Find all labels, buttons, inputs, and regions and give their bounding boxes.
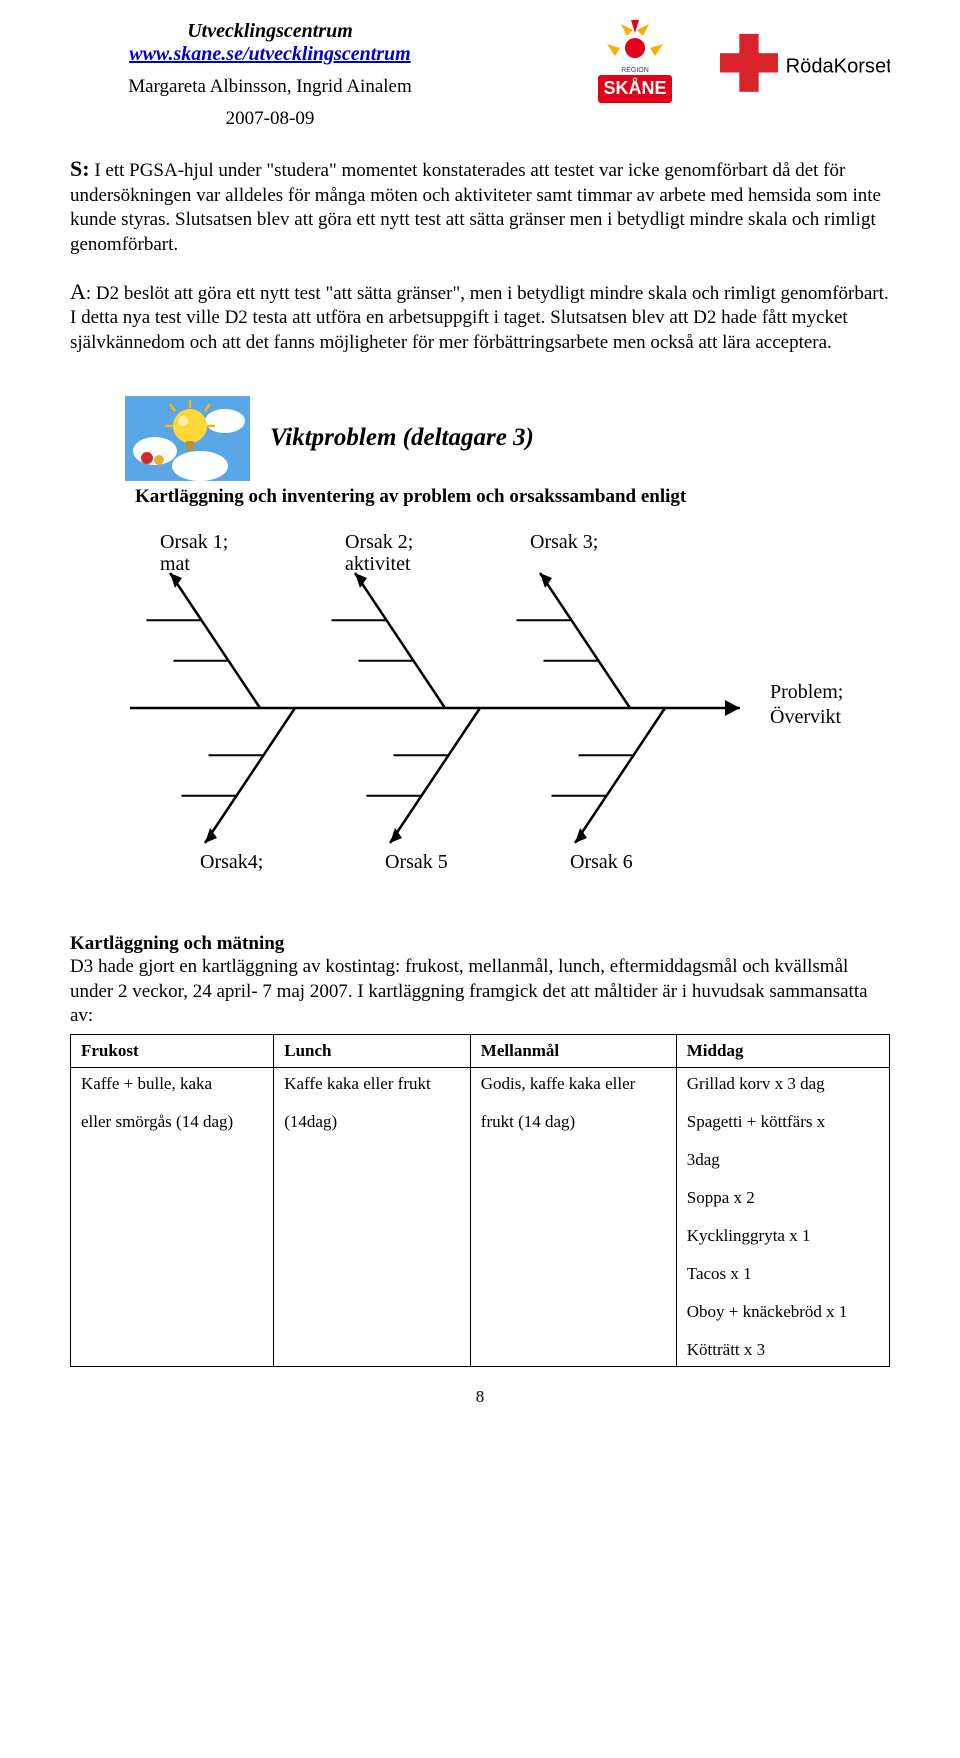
table-cell: Kaffe kaka eller frukt (14dag) xyxy=(274,1067,471,1366)
section-title-row: Viktproblem (deltagare 3) xyxy=(70,396,890,481)
section-title: Viktproblem (deltagare 3) xyxy=(270,424,534,452)
cell-line: Kycklinggryta x 1 xyxy=(687,1226,879,1246)
th-lunch: Lunch xyxy=(274,1034,471,1067)
org-link: www.skane.se/utvecklingscentrum xyxy=(70,43,470,66)
table-header-row: Frukost Lunch Mellanmål Middag xyxy=(71,1034,890,1067)
s-text: I ett PGSA-hjul under "studera" momentet… xyxy=(70,160,881,255)
th-frukost: Frukost xyxy=(71,1034,274,1067)
meals-table: Frukost Lunch Mellanmål Middag Kaffe + b… xyxy=(70,1034,890,1367)
table-cell: Godis, kaffe kaka eller frukt (14 dag) xyxy=(470,1067,676,1366)
idea-icon xyxy=(125,396,250,481)
header-logos: SKÅNE REGION RödaKorset xyxy=(580,20,890,110)
cell-line: Soppa x 2 xyxy=(687,1188,879,1208)
page-number: 8 xyxy=(70,1387,890,1407)
svg-text:RödaKorset: RödaKorset xyxy=(786,56,890,78)
svg-text:Orsak 2;: Orsak 2; xyxy=(345,531,413,553)
a-text: : D2 beslöt att göra ett nytt test "att … xyxy=(70,283,889,353)
svg-text:mat: mat xyxy=(160,553,190,575)
cell-line: Kötträtt x 3 xyxy=(687,1340,879,1360)
cell-line: Kaffe kaka eller frukt xyxy=(284,1074,460,1094)
org-title: Utvecklingscentrum xyxy=(70,20,470,43)
authors: Margareta Albinsson, Ingrid Ainalem xyxy=(70,76,470,98)
header-text-block: Utvecklingscentrum www.skane.se/utveckli… xyxy=(70,20,470,130)
s-prefix: S: xyxy=(70,156,90,181)
cell-line: Grillad korv x 3 dag xyxy=(687,1074,879,1094)
cell-line: (14dag) xyxy=(284,1112,460,1132)
problem-sub: Övervikt xyxy=(770,705,842,728)
cell-line: Godis, kaffe kaka eller xyxy=(481,1074,666,1094)
kartlaggning-body: D3 hade gjort en kartläggning av kostint… xyxy=(70,955,890,1029)
page-header: Utvecklingscentrum www.skane.se/utveckli… xyxy=(70,20,890,130)
table-cell: Grillad korv x 3 dag Spagetti + köttfärs … xyxy=(676,1067,889,1366)
a-prefix: A xyxy=(70,279,86,304)
date: 2007-08-09 xyxy=(70,108,470,130)
cell-line: Oboy + knäckebröd x 1 xyxy=(687,1302,879,1322)
problem-label: Problem; xyxy=(770,681,843,703)
svg-text:Orsak4;: Orsak4; xyxy=(200,851,263,873)
cell-line: Kaffe + bulle, kaka xyxy=(81,1074,263,1094)
th-middag: Middag xyxy=(676,1034,889,1067)
svg-text:REGION: REGION xyxy=(621,67,649,74)
svg-text:Orsak 1;: Orsak 1; xyxy=(160,531,228,553)
cell-line: 3dag xyxy=(687,1150,879,1170)
skane-logo: SKÅNE REGION xyxy=(580,20,690,110)
cell-line: frukt (14 dag) xyxy=(481,1112,666,1132)
fishbone-diagram: Orsak 1;mat Orsak 2;aktivitet Orsak 3; Ors… xyxy=(70,518,890,903)
kartlaggning-heading: Kartläggning och mätning xyxy=(70,933,890,955)
paragraph-s: S: I ett PGSA-hjul under "studera" momen… xyxy=(70,155,890,258)
cell-line: Tacos x 1 xyxy=(687,1264,879,1284)
table-row: Kaffe + bulle, kaka eller smörgås (14 dag… xyxy=(71,1067,890,1366)
section-subtitle: Kartläggning och inventering av problem … xyxy=(135,486,890,508)
table-cell: Kaffe + bulle, kaka eller smörgås (14 dag… xyxy=(71,1067,274,1366)
svg-text:Orsak 6: Orsak 6 xyxy=(570,851,633,873)
paragraph-a: A: D2 beslöt att göra ett nytt test "att… xyxy=(70,278,890,356)
th-mellanmal: Mellanmål xyxy=(470,1034,676,1067)
svg-text:Orsak 3;: Orsak 3; xyxy=(530,531,598,553)
svg-text:Orsak 5: Orsak 5 xyxy=(385,851,448,873)
svg-text:SKÅNE: SKÅNE xyxy=(603,78,666,98)
svg-text:aktivitet: aktivitet xyxy=(345,553,411,575)
cell-line: Spagetti + köttfärs x xyxy=(687,1112,879,1132)
rodakorset-logo: RödaKorset xyxy=(720,30,890,100)
cell-line: eller smörgås (14 dag) xyxy=(81,1112,263,1132)
